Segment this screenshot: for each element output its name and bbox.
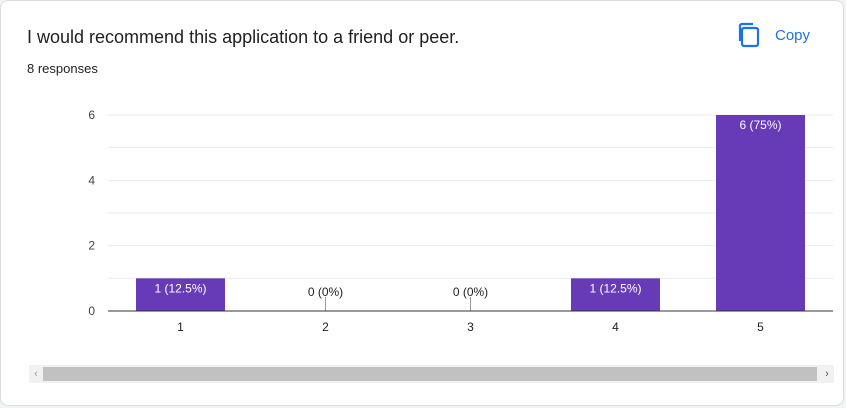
bar (571, 278, 660, 311)
x-tick-label: 1 (177, 320, 184, 334)
data-label: 1 (12.5%) (154, 281, 206, 295)
data-label: 1 (12.5%) (589, 281, 641, 295)
y-tick-label: 6 (88, 108, 95, 122)
x-tick-label: 2 (322, 320, 329, 334)
y-tick-label: 0 (88, 304, 95, 318)
x-tick-label: 5 (757, 320, 764, 334)
x-tick-label: 4 (612, 320, 619, 334)
chevron-right-icon[interactable]: › (825, 368, 829, 380)
data-label: 0 (0%) (308, 285, 343, 299)
horizontal-scrollbar[interactable]: ‹ › (29, 365, 834, 383)
bar (716, 115, 805, 311)
y-tick-label: 4 (88, 173, 95, 187)
response-count: 8 responses (27, 61, 98, 76)
question-title: I would recommend this application to a … (27, 27, 460, 47)
bar (136, 278, 225, 311)
chevron-left-icon[interactable]: ‹ (34, 368, 38, 380)
copy-icon (733, 18, 767, 52)
x-tick-label: 3 (467, 320, 474, 334)
copy-label: Copy (775, 26, 811, 44)
scroll-thumb[interactable] (43, 367, 817, 381)
data-label: 0 (0%) (453, 285, 488, 299)
bar-chart: 0 2 4 6 1 (12.5%) 1 0 (0%) 2 0 (0%) 3 1 (12.5%) 4 6 … (88, 108, 833, 334)
y-tick-label: 2 (88, 239, 95, 253)
data-label: 6 (75%) (739, 118, 781, 132)
copy-button[interactable]: Copy (733, 17, 825, 53)
